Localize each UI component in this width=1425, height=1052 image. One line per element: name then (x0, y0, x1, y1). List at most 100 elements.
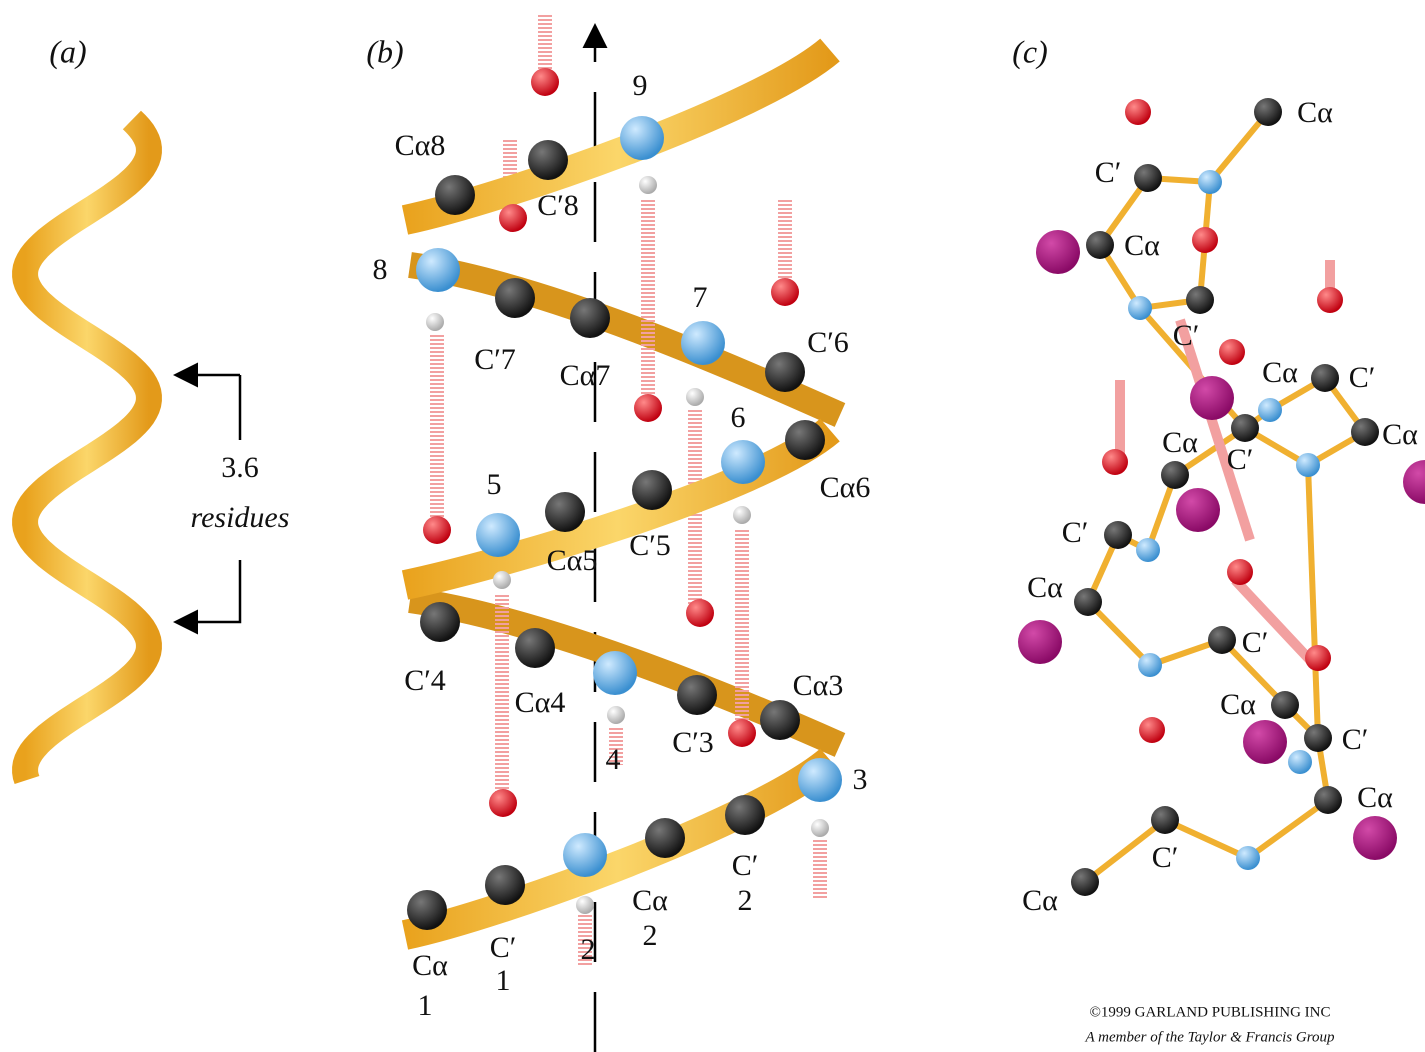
atom (1074, 588, 1102, 616)
atom-label: Cα8 (395, 129, 446, 162)
atom (634, 394, 662, 422)
rise-unit: residues (191, 501, 290, 534)
atom-label: 6 (731, 401, 746, 434)
atom (1134, 164, 1162, 192)
atom-label: 9 (633, 69, 648, 102)
atom-label: C′5 (629, 529, 671, 562)
panel-label: (c) (1012, 33, 1048, 69)
atom (1353, 816, 1397, 860)
atom-label: C′4 (404, 664, 446, 697)
arrow (178, 560, 240, 622)
atom (489, 789, 517, 817)
atom (1128, 296, 1152, 320)
atom (1018, 620, 1062, 664)
atom (493, 571, 511, 589)
atom-label: C′6 (807, 326, 849, 359)
atom (1176, 488, 1220, 532)
atom (426, 313, 444, 331)
atom-label: Cα (1382, 418, 1418, 451)
atom (632, 470, 672, 510)
helix-ribbon (25, 120, 149, 780)
atom (1227, 559, 1253, 585)
atom (593, 651, 637, 695)
atom-label: Cα (1162, 426, 1198, 459)
atom-label: 2 (738, 884, 753, 917)
atom-label: C′ (1227, 443, 1254, 476)
atom (1231, 414, 1259, 442)
atom (771, 278, 799, 306)
atom-label: Cα7 (560, 359, 611, 392)
atom-label: C′ (490, 931, 517, 964)
bond (1248, 800, 1328, 858)
atom (811, 819, 829, 837)
atom (1208, 626, 1236, 654)
panel-label: (b) (366, 33, 403, 69)
atom (721, 440, 765, 484)
atom (1258, 398, 1282, 422)
atom (725, 795, 765, 835)
copyright: ©1999 GARLAND PUBLISHING INC (1090, 1004, 1331, 1020)
atom (1403, 460, 1425, 504)
ribbon-front (405, 430, 830, 585)
atom-label: C′ (1342, 723, 1369, 756)
atom (1139, 717, 1165, 743)
atom (765, 352, 805, 392)
atom (515, 628, 555, 668)
atom (1086, 231, 1114, 259)
atom-label: Cα (1297, 96, 1333, 129)
atom-label: C′3 (672, 726, 714, 759)
atom (1351, 418, 1379, 446)
atom (1071, 868, 1099, 896)
atom (1311, 364, 1339, 392)
atom (1151, 806, 1179, 834)
atom (531, 68, 559, 96)
atom-label: 3 (853, 763, 868, 796)
atom (1104, 521, 1132, 549)
atom-label: Cα4 (515, 686, 566, 719)
atom (476, 513, 520, 557)
atom (607, 706, 625, 724)
atom-label: 7 (693, 281, 708, 314)
atom-label: Cα6 (820, 471, 871, 504)
atom (785, 420, 825, 460)
atom (1314, 786, 1342, 814)
atom (1254, 98, 1282, 126)
atom (1243, 720, 1287, 764)
atom (639, 176, 657, 194)
atom-label: 5 (487, 468, 502, 501)
atom (1317, 287, 1343, 313)
atom (407, 890, 447, 930)
atom-label: 8 (373, 253, 388, 286)
ribbon-front (405, 760, 830, 935)
atom (677, 675, 717, 715)
atom (1138, 653, 1162, 677)
atom (563, 833, 607, 877)
atom (1296, 453, 1320, 477)
atom-label: Cα (1220, 688, 1256, 721)
atom (1198, 170, 1222, 194)
atom (576, 896, 594, 914)
atom-label: C′ (1095, 156, 1122, 189)
bond (1308, 465, 1318, 738)
atom (1036, 230, 1080, 274)
atom (435, 175, 475, 215)
figure: (a) 3.6 residues (b) Cα89C′887C′6C′7Cα76… (0, 0, 1425, 1052)
atom-label: Cα3 (793, 669, 844, 702)
atom (420, 602, 460, 642)
atom-label: Cα (1022, 884, 1058, 917)
panel-label: (a) (49, 33, 86, 69)
arrow (178, 375, 240, 440)
atom (686, 388, 704, 406)
atom-label: Cα (1262, 356, 1298, 389)
atom (1236, 846, 1260, 870)
atom (728, 719, 756, 747)
atom (485, 865, 525, 905)
atom-label: 1 (418, 989, 433, 1022)
atom (499, 204, 527, 232)
atom (1192, 227, 1218, 253)
atom-label: C′ (1062, 516, 1089, 549)
atom (1125, 99, 1151, 125)
atom (686, 599, 714, 627)
